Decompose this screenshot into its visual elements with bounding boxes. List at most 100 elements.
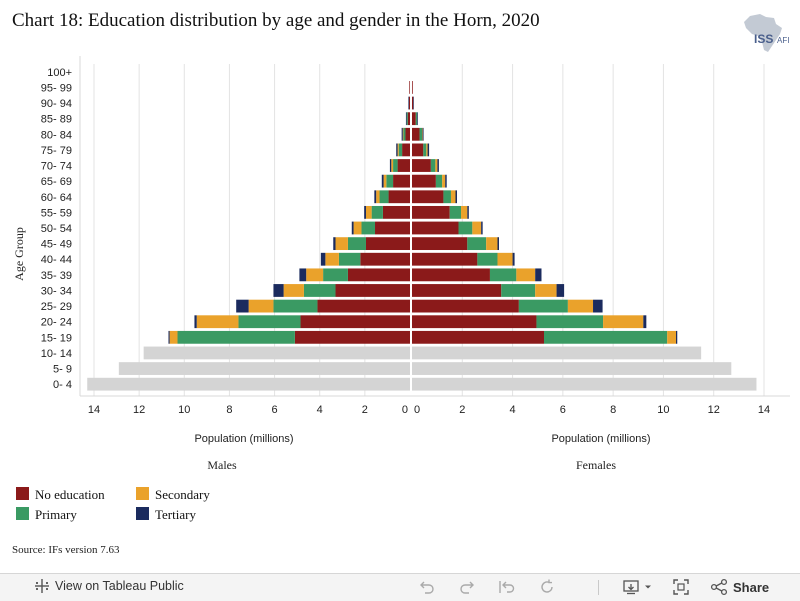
bar-male-primary-25-29 — [273, 299, 318, 313]
age-label-90-94: 90- 94 — [41, 98, 72, 110]
panel-label-males: Males — [207, 458, 237, 472]
bar-male-primary-85-89 — [406, 112, 408, 126]
bar-male-tertiary-85-89 — [405, 112, 407, 126]
bar-male-tertiary-45-49 — [333, 237, 336, 251]
bar-female-no-education-15-19 — [412, 330, 544, 344]
bar-female-primary-35-39 — [489, 268, 517, 282]
bar-female-secondary-60-64 — [450, 190, 456, 204]
legend-swatch-tertiary — [136, 507, 149, 520]
age-label-85-89: 85- 89 — [41, 114, 72, 126]
bar-female-secondary-45-49 — [486, 237, 498, 251]
legend-item-no-education[interactable]: No education — [16, 487, 105, 503]
refresh-button[interactable] — [538, 578, 556, 596]
bar-male-no-education-50-54 — [375, 221, 410, 235]
bar-female-no-education-65-69 — [412, 174, 436, 188]
bar-female-tertiary-65-69 — [445, 174, 447, 188]
bar-male-no-education-40-44 — [360, 252, 410, 266]
bar-female-secondary-15-19 — [667, 330, 676, 344]
bar-female-tertiary-40-44 — [512, 252, 515, 266]
bar-female-primary-45-49 — [467, 237, 487, 251]
legend-swatch-no-education — [16, 487, 29, 500]
fullscreen-button[interactable] — [672, 578, 690, 596]
bar-female-tertiary-90-94 — [413, 96, 414, 110]
age-label-65-69: 65- 69 — [41, 176, 72, 188]
legend-item-primary[interactable]: Primary — [16, 507, 77, 523]
bar-male-tertiary-55-59 — [364, 205, 366, 219]
toolbar-divider — [598, 580, 599, 595]
bar-female-no-education-90-94 — [412, 96, 414, 110]
bar-female-tertiary-50-54 — [481, 221, 483, 235]
bar-female-tertiary-55-59 — [467, 205, 469, 219]
bar-male-secondary-75-79 — [397, 143, 399, 157]
bar-male-secondary-50-54 — [353, 221, 362, 235]
bar-female-under-15-5-9 — [412, 362, 732, 375]
bar-male-no-education-70-74 — [397, 159, 410, 172]
bar-male-no-education-30-34 — [335, 284, 410, 297]
bar-male-secondary-45-49 — [335, 237, 348, 251]
age-label-30-34: 30- 34 — [41, 285, 72, 297]
tableau-toolbar: View on Tableau Public Share — [0, 573, 800, 601]
revert-button[interactable] — [498, 578, 516, 596]
x-axis-title-males: Population (millions) — [194, 433, 293, 445]
bar-male-tertiary-30-34 — [273, 284, 284, 297]
bar-female-secondary-20-24 — [603, 315, 644, 329]
bar-female-primary-65-69 — [435, 174, 443, 188]
population-pyramid-chart: 100+ 95- 99 90- 94 85- 89 80- 84 75- 79 70- 74… — [12, 56, 790, 472]
bar-male-tertiary-60-64 — [374, 190, 377, 204]
bar-female-tertiary-20-24 — [643, 315, 647, 329]
legend-item-secondary[interactable]: Secondary — [136, 487, 210, 503]
logo-iss: ISS — [754, 32, 773, 46]
age-label-20-24: 20- 24 — [41, 317, 72, 329]
bar-female-secondary-35-39 — [516, 268, 536, 282]
bar-male-secondary-25-29 — [248, 299, 274, 313]
bar-male-no-education-80-84 — [405, 127, 410, 141]
bar-male-no-education-95-99 — [409, 81, 410, 94]
bar-female-no-education-80-84 — [412, 127, 420, 141]
tick-female-14: 14 — [758, 404, 770, 416]
share-button[interactable]: Share — [710, 578, 769, 596]
redo-button[interactable] — [458, 578, 476, 596]
bar-male-tertiary-20-24 — [194, 315, 197, 329]
bar-female-under-15-10-14 — [412, 346, 702, 360]
tick-female-6: 6 — [560, 404, 566, 416]
bar-male-tertiary-65-69 — [381, 174, 384, 188]
share-label: Share — [733, 579, 770, 595]
fullscreen-icon — [673, 579, 689, 595]
bar-female-secondary-30-34 — [535, 284, 557, 297]
tableau-logo-icon — [35, 579, 49, 593]
undo-button[interactable] — [418, 578, 436, 596]
tick-female-8: 8 — [610, 404, 616, 416]
bar-male-under-15-0-4 — [87, 377, 410, 391]
tick-male-12: 12 — [133, 404, 145, 416]
bar-female-no-education-95-99 — [412, 81, 413, 94]
age-label-45-49: 45- 49 — [41, 239, 72, 251]
bar-female-tertiary-60-64 — [455, 190, 458, 204]
bar-male-secondary-40-44 — [325, 252, 339, 266]
bar-male-no-education-15-19 — [294, 330, 410, 344]
legend-item-tertiary[interactable]: Tertiary — [136, 507, 196, 523]
legend-label-tertiary: Tertiary — [155, 507, 196, 522]
download-button[interactable] — [622, 578, 653, 596]
legend-label-no-education: No education — [35, 487, 105, 502]
age-label-60-64: 60- 64 — [41, 192, 72, 204]
legend-label-primary: Primary — [35, 507, 77, 522]
redo-icon — [460, 581, 474, 594]
view-on-tableau-public-link[interactable]: View on Tableau Public — [34, 578, 184, 594]
bar-male-secondary-65-69 — [383, 174, 387, 188]
bar-male-no-education-45-49 — [365, 237, 410, 251]
logo-afi: AFI — [777, 36, 789, 45]
chevron-down-icon — [645, 585, 651, 589]
source-note: Source: IFs version 7.63 — [12, 544, 120, 556]
bar-male-primary-30-34 — [303, 284, 336, 297]
bar-male-secondary-60-64 — [376, 190, 380, 204]
age-label-50-54: 50- 54 — [41, 223, 72, 235]
bar-female-primary-85-89 — [415, 112, 418, 126]
bar-male-primary-65-69 — [386, 174, 394, 188]
view-on-tableau-public-label: View on Tableau Public — [55, 579, 184, 593]
bar-female-tertiary-25-29 — [593, 299, 603, 313]
age-label-15-19: 15- 19 — [41, 332, 72, 344]
age-label-35-39: 35- 39 — [41, 270, 72, 282]
y-axis-title: Age Group — [12, 227, 26, 281]
tick-female-10: 10 — [657, 404, 669, 416]
bar-female-secondary-80-84 — [422, 127, 423, 141]
